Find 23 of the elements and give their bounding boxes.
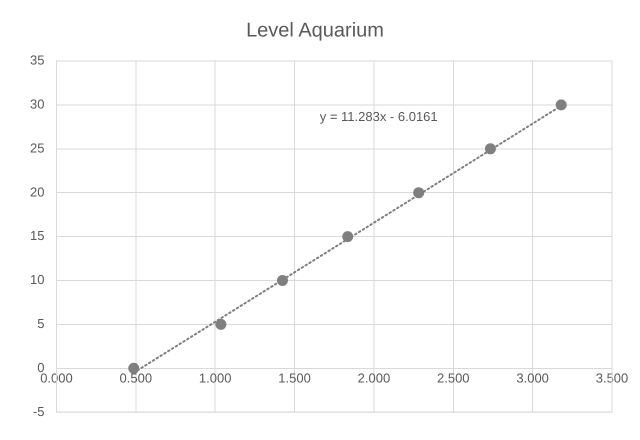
point	[556, 99, 567, 110]
point	[128, 362, 140, 374]
x-tick-label: 3.000	[516, 370, 549, 386]
y-tick-label: 35	[30, 52, 44, 68]
x-tick-label: 1.500	[278, 370, 311, 386]
y-tick-label: 30	[30, 96, 44, 112]
x-tick-label: 2.500	[437, 370, 470, 386]
annotation: y = 11.283x - 6.0161	[320, 108, 438, 124]
point	[215, 318, 226, 330]
x-tick-label: 1.000	[198, 370, 232, 386]
x-tick-label: 2.000	[358, 370, 390, 386]
y-tick-label: 5	[37, 316, 44, 331]
y-tick-label: 25	[30, 140, 44, 156]
point	[342, 231, 354, 242]
x-tick-label: 0.500	[120, 370, 152, 386]
y-tick-label: -5	[32, 404, 44, 419]
y-tick-label: 15	[30, 228, 44, 244]
chart-title: Level Aquarium	[246, 20, 384, 42]
point	[276, 275, 288, 286]
point	[484, 143, 496, 154]
y-tick-label: 20	[30, 184, 44, 200]
y-tick-label: 10	[30, 272, 44, 288]
point	[413, 187, 424, 198]
